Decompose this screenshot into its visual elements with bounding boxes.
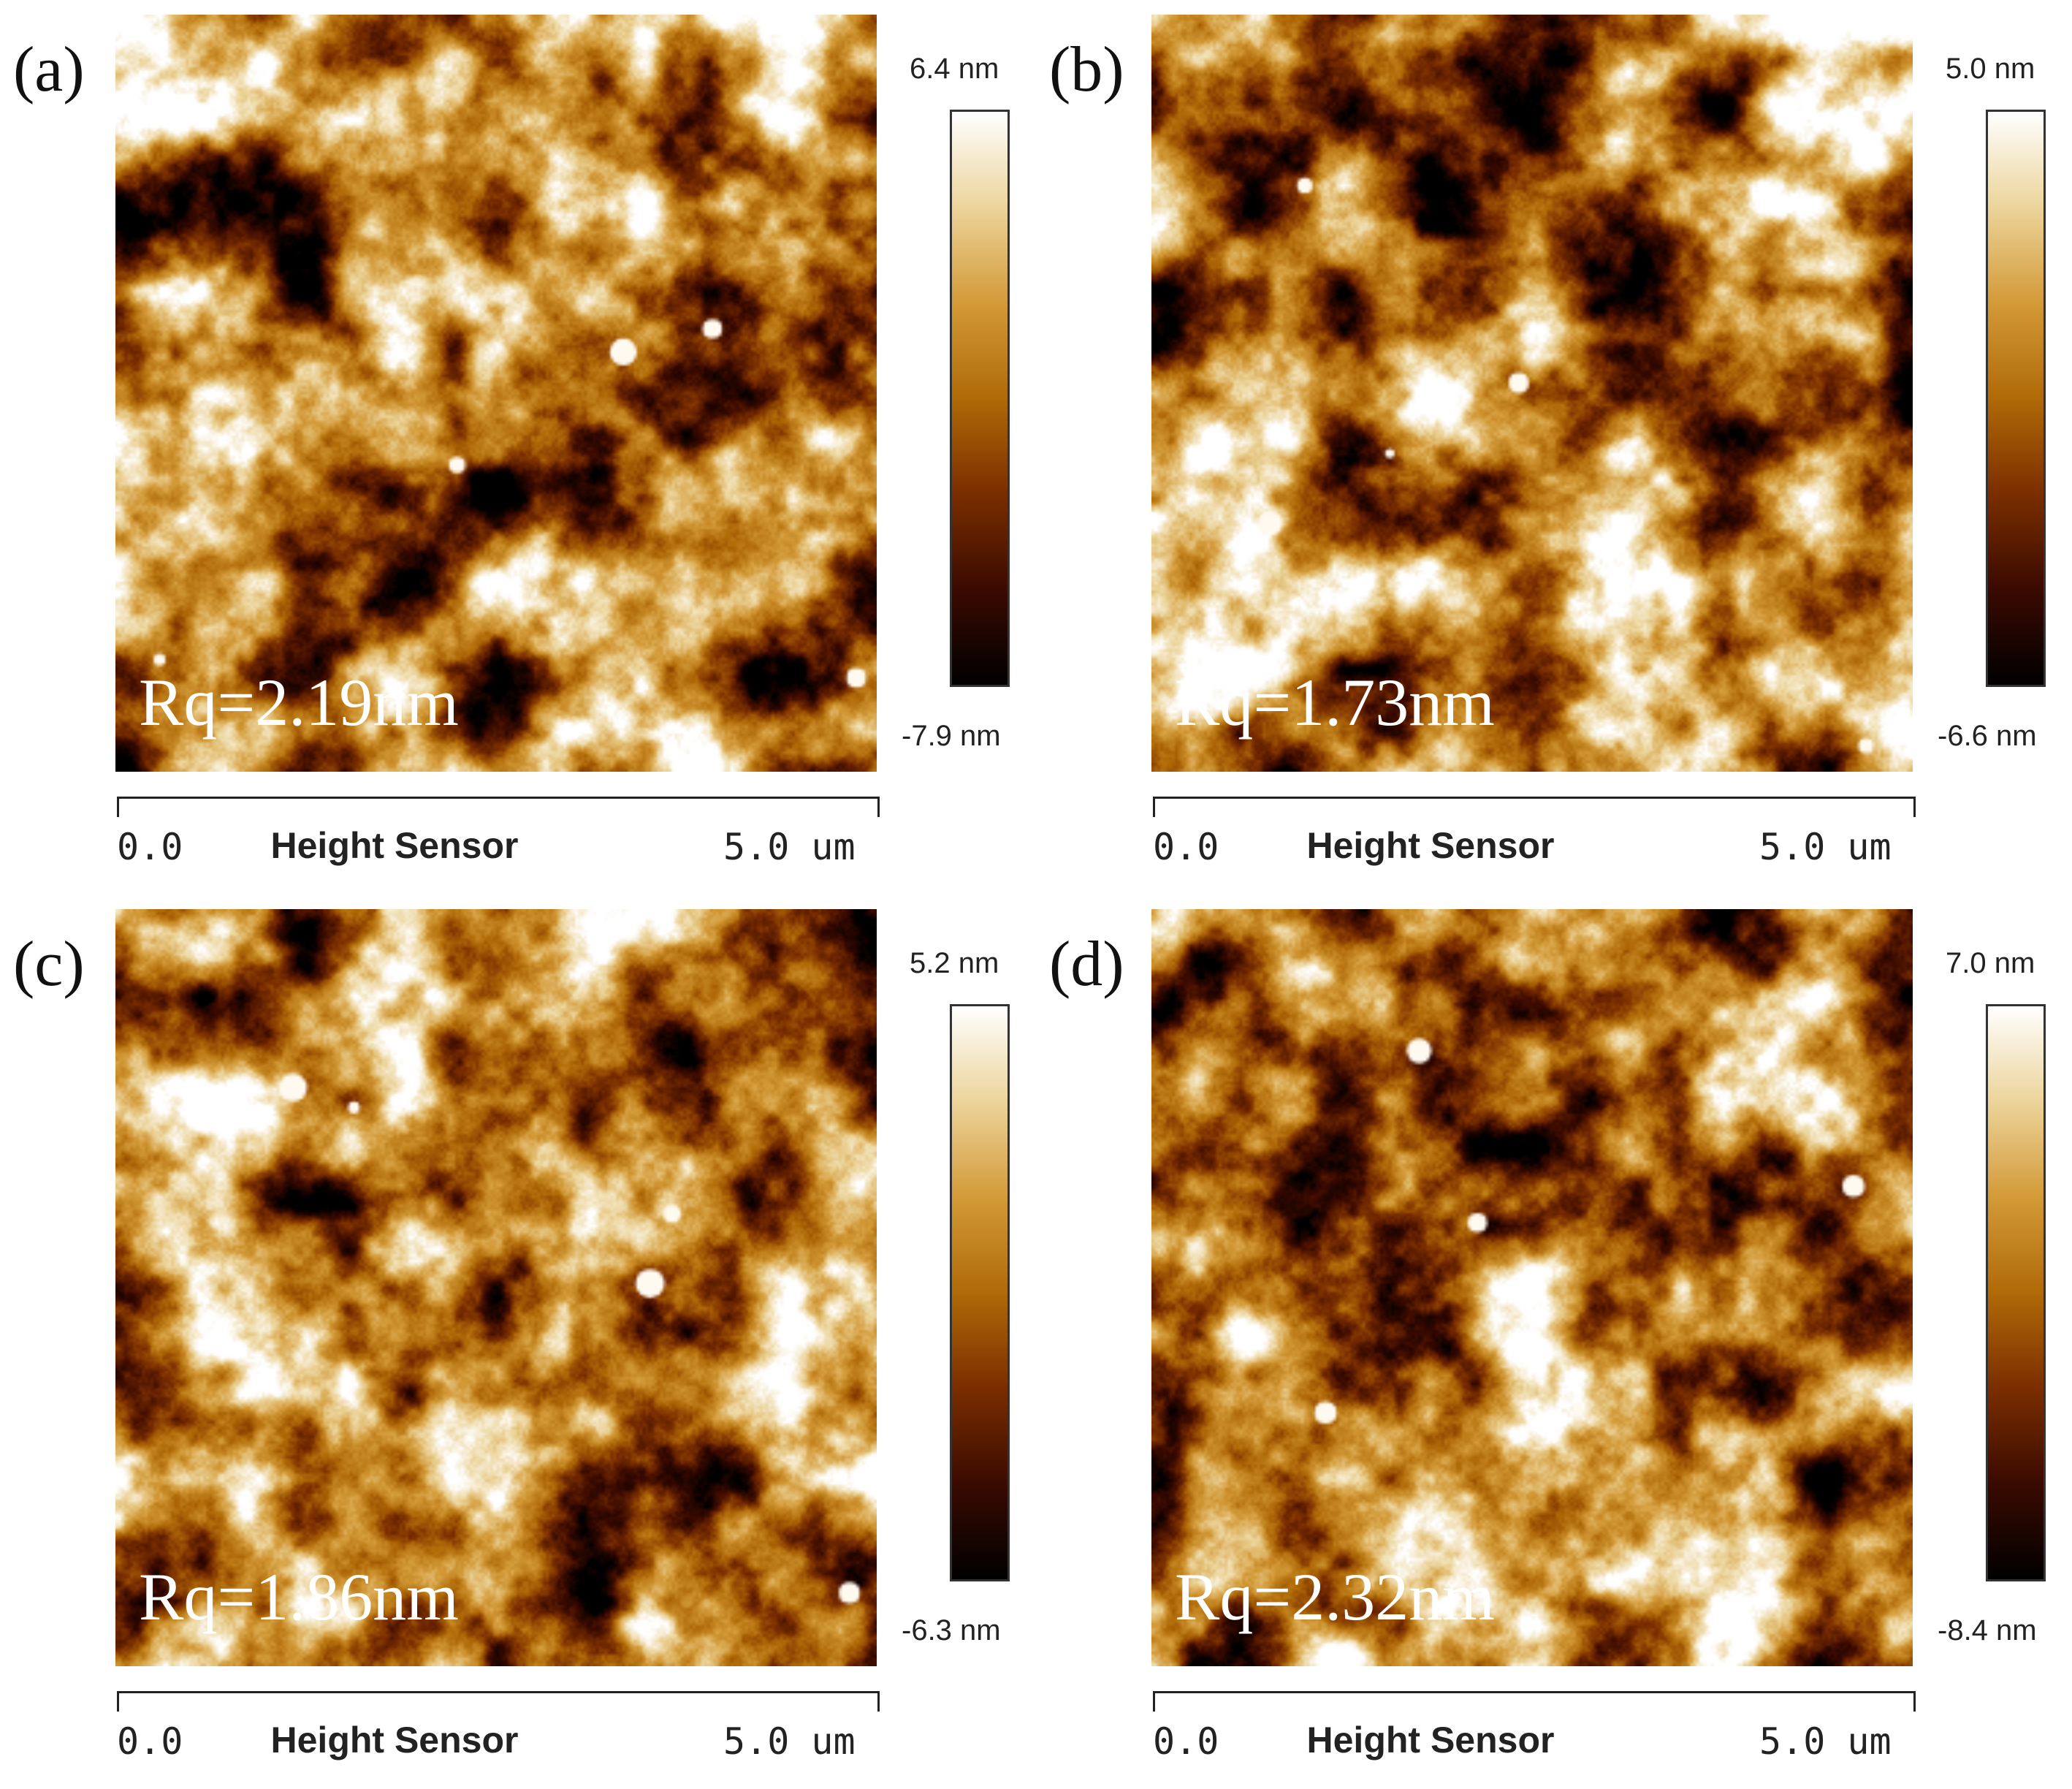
scale-axis bbox=[1153, 1691, 1916, 1712]
rq-value: Rq=1.73nm bbox=[1175, 665, 1495, 740]
panel-label: (a) bbox=[13, 34, 85, 105]
colorbar-max-label: 5.0 nm bbox=[1946, 53, 2035, 85]
afm-height-image bbox=[115, 15, 877, 772]
axis-start-label: 0.0 bbox=[1153, 1720, 1219, 1763]
colorbar bbox=[950, 110, 1010, 687]
axis-start-label: 0.0 bbox=[117, 826, 183, 868]
rq-value: Rq=1.86nm bbox=[139, 1560, 459, 1634]
panel-label: (d) bbox=[1049, 929, 1124, 1000]
panel-b: (b) Rq=1.73nm 5.0 nm -6.6 nm 0.0 Height … bbox=[1036, 0, 2072, 894]
axis-end-label: 5.0 um bbox=[1759, 1720, 1892, 1763]
axis-name-label: Height Sensor bbox=[1306, 825, 1555, 866]
panel-d: (d) Rq=2.32nm 7.0 nm -8.4 nm 0.0 Height … bbox=[1036, 894, 2072, 1789]
colorbar-min-label: -8.4 nm bbox=[1938, 1614, 2037, 1646]
scale-axis bbox=[117, 1691, 880, 1712]
colorbar-max-label: 6.4 nm bbox=[910, 53, 999, 85]
axis-end-label: 5.0 um bbox=[1759, 826, 1892, 868]
colorbar-min-label: -6.6 nm bbox=[1938, 720, 2037, 752]
afm-height-image bbox=[1151, 15, 1913, 772]
afm-height-image bbox=[1151, 909, 1913, 1666]
axis-name-label: Height Sensor bbox=[270, 825, 519, 866]
rq-value: Rq=2.19nm bbox=[139, 665, 459, 740]
axis-name-label: Height Sensor bbox=[270, 1720, 519, 1760]
panel-c: (c) Rq=1.86nm 5.2 nm -6.3 nm 0.0 Height … bbox=[0, 894, 1036, 1789]
panel-label: (c) bbox=[13, 929, 85, 1000]
panel-a: (a) Rq=2.19nm 6.4 nm -7.9 nm 0.0 Height … bbox=[0, 0, 1036, 894]
colorbar-min-label: -6.3 nm bbox=[902, 1614, 1001, 1646]
colorbar-min-label: -7.9 nm bbox=[902, 720, 1001, 752]
scale-axis bbox=[117, 797, 880, 817]
scale-axis bbox=[1153, 797, 1916, 817]
colorbar bbox=[950, 1004, 1010, 1581]
rq-value: Rq=2.32nm bbox=[1175, 1560, 1495, 1634]
axis-name-label: Height Sensor bbox=[1306, 1720, 1555, 1760]
axis-start-label: 0.0 bbox=[117, 1720, 183, 1763]
colorbar-max-label: 7.0 nm bbox=[1946, 947, 2035, 979]
colorbar-max-label: 5.2 nm bbox=[910, 947, 999, 979]
colorbar bbox=[1986, 110, 2046, 687]
axis-end-label: 5.0 um bbox=[723, 1720, 856, 1763]
axis-start-label: 0.0 bbox=[1153, 826, 1219, 868]
colorbar bbox=[1986, 1004, 2046, 1581]
panel-label: (b) bbox=[1049, 34, 1124, 105]
afm-height-image bbox=[115, 909, 877, 1666]
axis-end-label: 5.0 um bbox=[723, 826, 856, 868]
